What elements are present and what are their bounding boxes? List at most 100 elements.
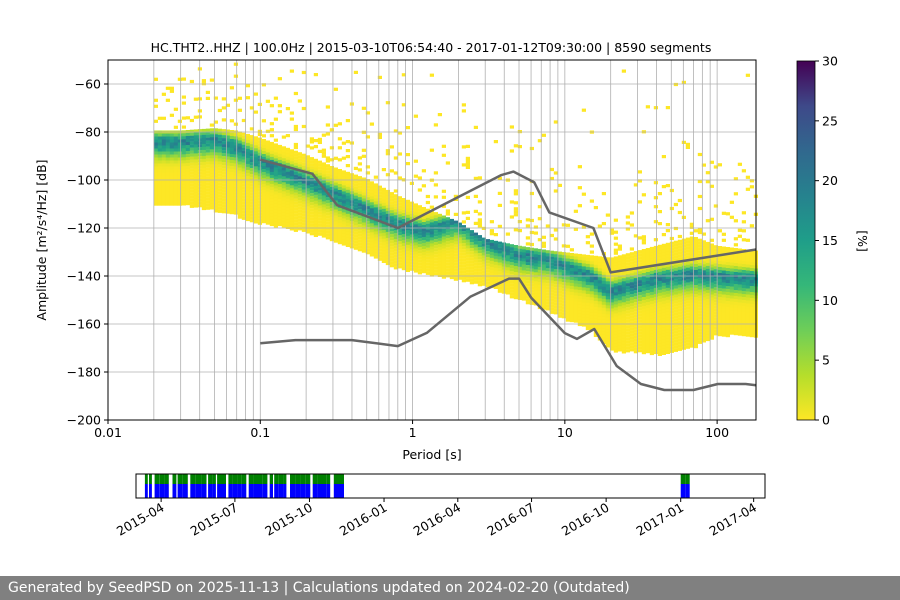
timeline-tick-label: 2015-10 — [262, 500, 315, 539]
heatmap-cell — [229, 169, 234, 173]
heatmap-cell — [685, 267, 690, 271]
heatmap-cell — [545, 283, 550, 287]
heatmap-cell — [493, 270, 498, 274]
heatmap-cell — [201, 182, 206, 187]
heatmap-cell — [641, 276, 646, 280]
heatmap-cell — [493, 258, 498, 262]
heatmap-cell — [285, 225, 290, 229]
heatmap-cell — [605, 269, 610, 273]
heatmap-cell — [361, 234, 366, 238]
heatmap-cell — [449, 257, 454, 262]
heatmap-cell — [473, 244, 478, 248]
heatmap-cell — [521, 258, 526, 262]
heatmap-cell — [561, 312, 566, 316]
heatmap-cell — [225, 195, 230, 199]
heatmap-cell — [677, 210, 682, 215]
heatmap-cell — [265, 149, 270, 153]
heatmap-cell — [725, 283, 730, 287]
heatmap-cell — [465, 260, 470, 264]
heatmap-cell — [309, 193, 314, 197]
heatmap-cell — [577, 268, 582, 273]
heatmap-cell — [609, 290, 614, 294]
heatmap-cell — [173, 157, 178, 161]
heatmap-cell — [645, 251, 650, 255]
heatmap-cell — [497, 241, 502, 245]
heatmap-cell — [433, 218, 438, 222]
heatmap-cell — [485, 242, 490, 246]
heatmap-cell — [253, 172, 258, 176]
heatmap-cell — [621, 329, 626, 333]
heatmap-cell — [549, 310, 554, 314]
heatmap-cell — [693, 243, 698, 247]
heatmap-cell — [293, 180, 298, 184]
heatmap-cell — [461, 261, 466, 265]
heatmap-cell — [661, 185, 666, 189]
heatmap-cell — [741, 255, 746, 259]
heatmap-cell — [453, 212, 458, 216]
heatmap-cell — [541, 303, 546, 307]
heatmap-cell — [737, 323, 742, 327]
heatmap-cell — [661, 312, 666, 316]
heatmap-cell — [673, 279, 678, 283]
heatmap-cell — [645, 281, 650, 285]
heatmap-cell — [177, 172, 182, 176]
heatmap-cell — [637, 313, 642, 317]
heatmap-cell — [497, 289, 502, 293]
heatmap-cell — [365, 251, 370, 255]
heatmap-cell — [341, 209, 346, 213]
heatmap-cell — [389, 231, 394, 235]
heatmap-cell — [365, 171, 370, 175]
heatmap-cell — [317, 217, 322, 221]
heatmap-cell — [429, 228, 434, 232]
heatmap-cell — [449, 221, 454, 226]
heatmap-cell — [337, 158, 342, 162]
heatmap-cell — [297, 206, 302, 210]
heatmap-cell — [165, 163, 170, 167]
heatmap-cell — [597, 262, 602, 266]
heatmap-cell — [273, 164, 278, 168]
heatmap-cell — [293, 219, 298, 223]
heatmap-cell — [301, 153, 306, 157]
heatmap-cell — [325, 197, 330, 201]
heatmap-cell — [265, 143, 270, 147]
heatmap-cell — [561, 285, 566, 289]
heatmap-cell — [245, 190, 250, 195]
heatmap-cell — [549, 289, 554, 293]
heatmap-cell — [217, 158, 222, 162]
heatmap-cell — [657, 277, 662, 281]
heatmap-cell — [537, 278, 542, 283]
heatmap-cell — [705, 313, 710, 318]
heatmap-cell — [317, 232, 322, 236]
heatmap-cell — [537, 251, 542, 256]
heatmap-cell — [169, 202, 174, 206]
heatmap-cell — [401, 255, 406, 259]
heatmap-cell — [541, 276, 546, 280]
heatmap-cell — [629, 333, 634, 337]
colorbar-tick-label: 25 — [822, 113, 838, 128]
heatmap-cell — [649, 348, 654, 353]
heatmap-cell — [529, 146, 534, 151]
heatmap-cell — [413, 209, 418, 213]
heatmap-cell — [225, 204, 230, 208]
heatmap-cell — [233, 145, 238, 149]
heatmap-cell — [229, 199, 234, 203]
heatmap-cell — [553, 305, 558, 309]
heatmap-cell — [677, 284, 682, 288]
heatmap-cell — [241, 198, 246, 202]
heatmap-cell — [669, 271, 674, 275]
heatmap-cell — [237, 185, 242, 189]
heatmap-cell — [245, 157, 250, 162]
heatmap-cell — [393, 189, 398, 193]
heatmap-cell — [585, 320, 590, 325]
heatmap-cell — [729, 286, 734, 290]
heatmap-cell — [589, 244, 594, 248]
heatmap-cell — [345, 155, 350, 159]
heatmap-cell — [469, 272, 474, 276]
heatmap-cell — [321, 180, 326, 184]
heatmap-cell — [597, 301, 602, 305]
heatmap-cell — [413, 248, 418, 252]
heatmap-cell — [565, 223, 570, 227]
heatmap-cell — [153, 160, 158, 164]
heatmap-cell — [253, 220, 258, 224]
heatmap-cell — [413, 159, 418, 163]
